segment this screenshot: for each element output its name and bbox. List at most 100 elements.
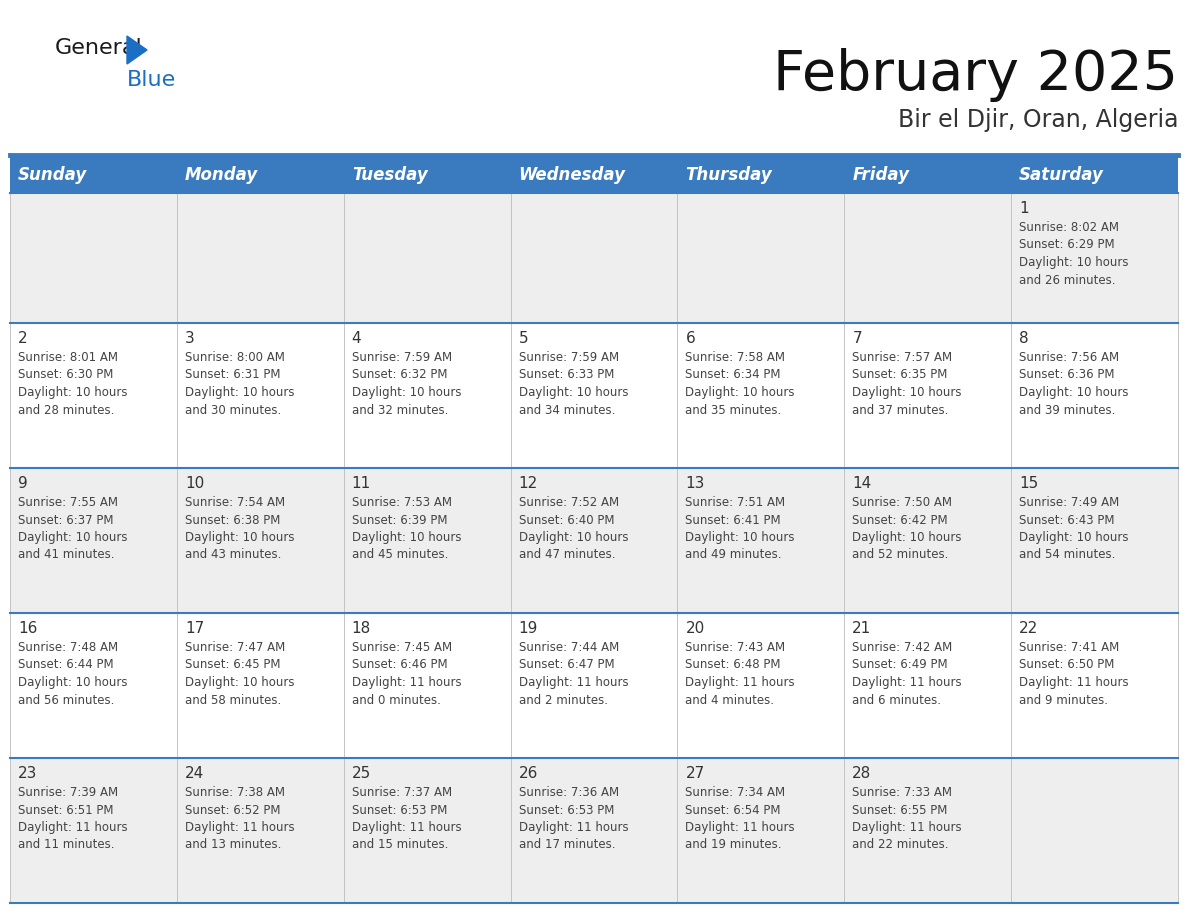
Text: Daylight: 10 hours: Daylight: 10 hours — [185, 531, 295, 544]
Text: Sunset: 6:31 PM: Sunset: 6:31 PM — [185, 368, 280, 382]
Text: 12: 12 — [519, 476, 538, 491]
Text: and 19 minutes.: and 19 minutes. — [685, 838, 782, 852]
Text: and 15 minutes.: and 15 minutes. — [352, 838, 448, 852]
Text: Sunrise: 7:33 AM: Sunrise: 7:33 AM — [852, 786, 953, 799]
Text: Sunset: 6:43 PM: Sunset: 6:43 PM — [1019, 513, 1114, 527]
Text: Daylight: 10 hours: Daylight: 10 hours — [18, 676, 127, 689]
Text: 25: 25 — [352, 766, 371, 781]
Text: 4: 4 — [352, 331, 361, 346]
Text: and 37 minutes.: and 37 minutes. — [852, 404, 949, 417]
Text: Monday: Monday — [185, 166, 258, 184]
Bar — [177, 157, 343, 193]
Text: 7: 7 — [852, 331, 862, 346]
Text: Sunset: 6:49 PM: Sunset: 6:49 PM — [852, 658, 948, 671]
Text: and 52 minutes.: and 52 minutes. — [852, 548, 949, 562]
Text: 1: 1 — [1019, 201, 1029, 216]
Text: 20: 20 — [685, 621, 704, 636]
Text: 17: 17 — [185, 621, 204, 636]
Text: Sunrise: 7:52 AM: Sunrise: 7:52 AM — [519, 496, 619, 509]
Text: Daylight: 10 hours: Daylight: 10 hours — [1019, 256, 1129, 269]
Text: 10: 10 — [185, 476, 204, 491]
Bar — [10, 613, 1178, 758]
Text: Sunrise: 7:37 AM: Sunrise: 7:37 AM — [352, 786, 451, 799]
Text: and 22 minutes.: and 22 minutes. — [852, 838, 949, 852]
Text: 28: 28 — [852, 766, 872, 781]
Text: 22: 22 — [1019, 621, 1038, 636]
Text: Sunset: 6:50 PM: Sunset: 6:50 PM — [1019, 658, 1114, 671]
Text: Sunset: 6:39 PM: Sunset: 6:39 PM — [352, 513, 447, 527]
Text: Sunrise: 7:54 AM: Sunrise: 7:54 AM — [185, 496, 285, 509]
Text: Sunset: 6:35 PM: Sunset: 6:35 PM — [852, 368, 948, 382]
Bar — [845, 157, 1011, 193]
Text: Sunrise: 8:01 AM: Sunrise: 8:01 AM — [18, 351, 118, 364]
Text: 27: 27 — [685, 766, 704, 781]
Text: and 41 minutes.: and 41 minutes. — [18, 548, 114, 562]
Text: and 58 minutes.: and 58 minutes. — [185, 693, 282, 707]
Text: Daylight: 11 hours: Daylight: 11 hours — [352, 821, 461, 834]
Text: and 45 minutes.: and 45 minutes. — [352, 548, 448, 562]
Text: Sunrise: 7:56 AM: Sunrise: 7:56 AM — [1019, 351, 1119, 364]
Text: Sunset: 6:53 PM: Sunset: 6:53 PM — [519, 803, 614, 816]
Text: 24: 24 — [185, 766, 204, 781]
Text: Sunset: 6:34 PM: Sunset: 6:34 PM — [685, 368, 781, 382]
Text: Daylight: 11 hours: Daylight: 11 hours — [352, 676, 461, 689]
Text: Sunrise: 7:59 AM: Sunrise: 7:59 AM — [519, 351, 619, 364]
Bar — [343, 157, 511, 193]
Text: Daylight: 11 hours: Daylight: 11 hours — [519, 821, 628, 834]
Text: 2: 2 — [18, 331, 27, 346]
Text: Sunset: 6:46 PM: Sunset: 6:46 PM — [352, 658, 448, 671]
Text: 11: 11 — [352, 476, 371, 491]
Text: Sunset: 6:44 PM: Sunset: 6:44 PM — [18, 658, 114, 671]
Text: Tuesday: Tuesday — [352, 166, 428, 184]
Text: 14: 14 — [852, 476, 872, 491]
Text: Sunrise: 7:47 AM: Sunrise: 7:47 AM — [185, 641, 285, 654]
Text: 9: 9 — [18, 476, 27, 491]
Text: Daylight: 10 hours: Daylight: 10 hours — [185, 676, 295, 689]
Text: Daylight: 10 hours: Daylight: 10 hours — [685, 386, 795, 399]
Text: Sunrise: 7:34 AM: Sunrise: 7:34 AM — [685, 786, 785, 799]
Text: Sunset: 6:30 PM: Sunset: 6:30 PM — [18, 368, 113, 382]
Text: and 11 minutes.: and 11 minutes. — [18, 838, 114, 852]
Text: Sunset: 6:32 PM: Sunset: 6:32 PM — [352, 368, 447, 382]
Text: Sunset: 6:48 PM: Sunset: 6:48 PM — [685, 658, 781, 671]
Text: General: General — [55, 38, 143, 58]
Text: Daylight: 10 hours: Daylight: 10 hours — [352, 531, 461, 544]
Text: Sunset: 6:29 PM: Sunset: 6:29 PM — [1019, 239, 1114, 252]
Text: and 49 minutes.: and 49 minutes. — [685, 548, 782, 562]
Bar — [10, 193, 1178, 323]
Text: Sunset: 6:47 PM: Sunset: 6:47 PM — [519, 658, 614, 671]
Bar — [1011, 157, 1178, 193]
Text: Sunrise: 7:48 AM: Sunrise: 7:48 AM — [18, 641, 118, 654]
Text: and 54 minutes.: and 54 minutes. — [1019, 548, 1116, 562]
Text: Sunset: 6:45 PM: Sunset: 6:45 PM — [185, 658, 280, 671]
Text: Sunset: 6:37 PM: Sunset: 6:37 PM — [18, 513, 114, 527]
Text: Daylight: 10 hours: Daylight: 10 hours — [352, 386, 461, 399]
Text: and 47 minutes.: and 47 minutes. — [519, 548, 615, 562]
Text: Daylight: 10 hours: Daylight: 10 hours — [18, 531, 127, 544]
Text: and 34 minutes.: and 34 minutes. — [519, 404, 615, 417]
Text: 5: 5 — [519, 331, 529, 346]
Bar — [10, 323, 1178, 468]
Text: and 43 minutes.: and 43 minutes. — [185, 548, 282, 562]
Text: Sunrise: 7:58 AM: Sunrise: 7:58 AM — [685, 351, 785, 364]
Text: Sunrise: 7:50 AM: Sunrise: 7:50 AM — [852, 496, 953, 509]
Text: Sunrise: 7:39 AM: Sunrise: 7:39 AM — [18, 786, 118, 799]
Text: Sunset: 6:53 PM: Sunset: 6:53 PM — [352, 803, 447, 816]
Bar — [10, 157, 177, 193]
Text: Sunrise: 7:45 AM: Sunrise: 7:45 AM — [352, 641, 451, 654]
Text: Sunrise: 8:00 AM: Sunrise: 8:00 AM — [185, 351, 285, 364]
Text: Sunrise: 7:41 AM: Sunrise: 7:41 AM — [1019, 641, 1119, 654]
Text: Thursday: Thursday — [685, 166, 772, 184]
Text: and 9 minutes.: and 9 minutes. — [1019, 693, 1108, 707]
Text: 18: 18 — [352, 621, 371, 636]
Text: Wednesday: Wednesday — [519, 166, 626, 184]
Text: and 26 minutes.: and 26 minutes. — [1019, 274, 1116, 286]
Text: Daylight: 11 hours: Daylight: 11 hours — [852, 676, 962, 689]
Text: Blue: Blue — [127, 70, 176, 90]
Text: Sunset: 6:52 PM: Sunset: 6:52 PM — [185, 803, 280, 816]
Polygon shape — [127, 36, 147, 64]
Text: 13: 13 — [685, 476, 704, 491]
Text: Sunset: 6:54 PM: Sunset: 6:54 PM — [685, 803, 781, 816]
Text: Sunrise: 7:55 AM: Sunrise: 7:55 AM — [18, 496, 118, 509]
Text: and 13 minutes.: and 13 minutes. — [185, 838, 282, 852]
